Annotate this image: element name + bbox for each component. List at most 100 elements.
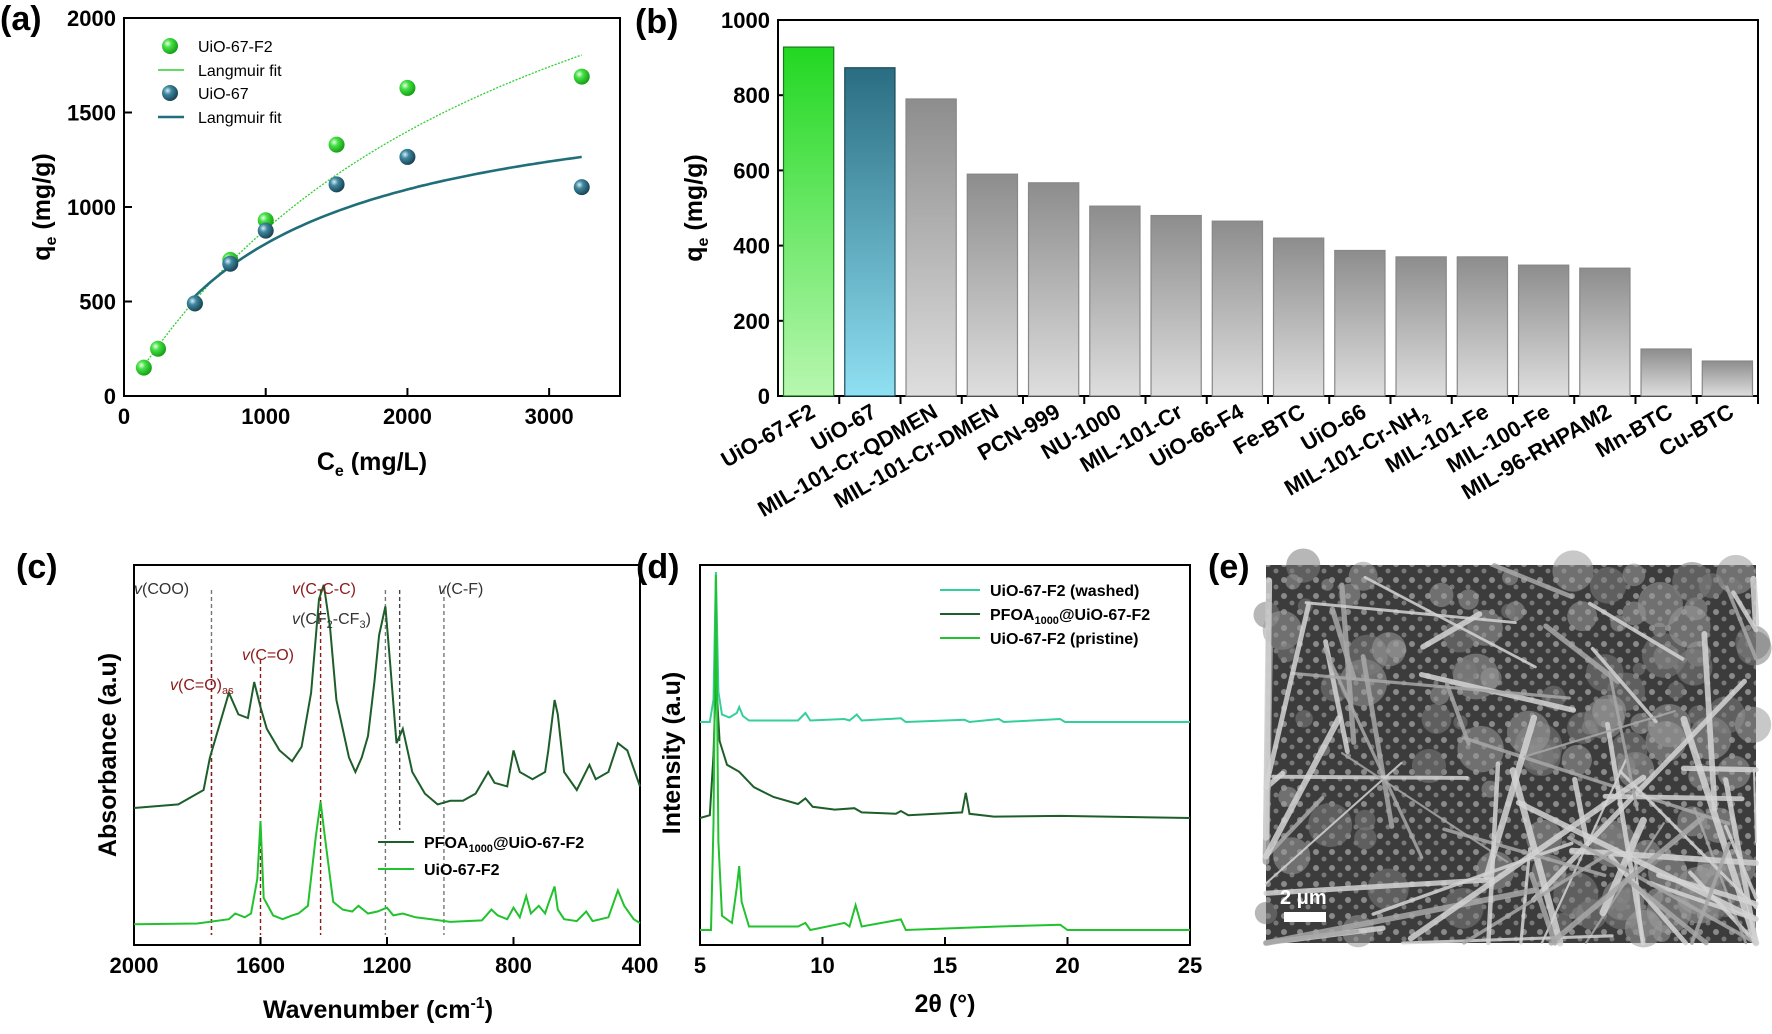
y-tick-label: 1000 [67, 195, 116, 220]
panel-label-a: (a) [0, 0, 42, 38]
sem-particle-cluster [1354, 809, 1376, 831]
sem-nanorod [1646, 880, 1759, 922]
sem-nanorod [1329, 606, 1357, 681]
sem-particle-cluster [1277, 643, 1297, 663]
x-tick-label: UiO-67-F2 [717, 399, 819, 473]
bar-pcn-999 [1027, 182, 1080, 397]
bar-mil-96-rhpam2 [1579, 267, 1631, 397]
sem-particle-cluster [1622, 563, 1646, 587]
point-uio67f2 [328, 136, 345, 153]
x-tick-label: 15 [933, 953, 957, 978]
point-uio67 [573, 179, 590, 196]
bar-mil-101-cr-qdmen [905, 98, 957, 397]
sem-nanorod [1407, 774, 1647, 942]
sem-nanorod [1523, 710, 1676, 758]
sem-nanorod [1690, 841, 1731, 945]
panel-a-xlabel: Ce (mg/L) [317, 448, 427, 480]
panel-d-legend: UiO-67-F2 (washed) PFOA1000@UiO-67-F2 Ui… [940, 583, 1150, 648]
sem-particle-cluster [1457, 725, 1504, 773]
panel-c-xlabel: Wavenumber (cm-1) [263, 995, 493, 1024]
sem-nanorod [1263, 877, 1496, 896]
x-tick-label: 1200 [363, 953, 412, 978]
sem-particle-cluster [1734, 706, 1772, 743]
bar-uio-66 [1334, 249, 1386, 397]
sem-particle-cluster [1254, 901, 1278, 925]
sem-particle-cluster [1630, 713, 1652, 735]
point-uio67 [186, 295, 203, 312]
bar-fe-btc [1272, 237, 1325, 397]
pattern-pfoa [699, 677, 1191, 819]
bar-nu-1000 [1089, 205, 1141, 397]
sem-nanorod [1605, 721, 1646, 946]
sem-nanorod [1515, 799, 1759, 922]
x-tick-label: 25 [1178, 953, 1202, 978]
y-tick-label: 800 [733, 83, 770, 108]
y-tick-label: 2000 [67, 6, 116, 31]
sem-nanorod [1462, 736, 1731, 826]
sem-nanorod [1340, 752, 1509, 863]
bar-uio-67 [844, 67, 896, 397]
annotation-label: v(C-F) [438, 581, 483, 598]
legend-pfoa-d-label: PFOA1000@UiO-67-F2 [990, 607, 1150, 627]
annotation-label: v(COO) [134, 581, 189, 598]
bar-mil-101-cr-dmen [966, 173, 1019, 397]
sem-particle-cluster [1645, 721, 1687, 762]
annotation-label: v(C=O)as [170, 677, 234, 697]
sem-nanorod [1724, 585, 1758, 661]
point-uio67f2 [135, 359, 152, 376]
sem-particle-cluster [1668, 605, 1711, 648]
sem-nanorod [1680, 765, 1759, 773]
sem-nanorods [1253, 548, 1772, 948]
sem-particle-cluster [1295, 710, 1313, 728]
panel-c-ftir-chart: 2000 1600 1200 800 400 v(COO) v(C=O) v(C=O)as v(… [94, 564, 659, 1024]
sem-particle-cluster [1411, 748, 1447, 784]
sem-nanorod [1680, 715, 1760, 947]
sem-particle-cluster [1501, 603, 1516, 619]
sem-nanorod [1602, 793, 1745, 802]
sem-particle-cluster [1371, 632, 1407, 667]
sem-particle-cluster [1348, 561, 1378, 591]
sem-particle-cluster [1632, 662, 1646, 676]
x-tick-label: 800 [495, 953, 532, 978]
sem-nanorod [1491, 563, 1574, 599]
sem-nanorod [1569, 847, 1759, 866]
sem-particle-cluster [1429, 582, 1454, 608]
panel-label-d: (d) [636, 548, 679, 586]
sem-particle-cluster [1552, 550, 1594, 592]
panel-b-bar-chart: 02004006008001000UiO-67-F2UiO-67MIL-101-… [680, 8, 1759, 522]
sem-nanorod [1590, 646, 1658, 724]
legend-uio67-label: UiO-67 [198, 86, 249, 103]
sem-particle-cluster [1610, 731, 1648, 769]
sem-particle-cluster [1624, 909, 1663, 948]
sem-particle-cluster [1567, 601, 1598, 632]
panel-d-ylabel: Intensity (a.u) [658, 672, 686, 835]
x-tick-label: 400 [622, 953, 659, 978]
sem-nanorod [1445, 682, 1471, 746]
x-tick-label: Fe-BTC [1229, 399, 1309, 460]
annotation-label: v(C-C-C) [292, 581, 356, 598]
sem-nanorod [1701, 631, 1718, 812]
sem-nanorod [1263, 796, 1325, 859]
legend-uio67f2-marker [162, 38, 178, 54]
legend-fit-green-label: Langmuir fit [198, 63, 282, 80]
bar-uio-67-f2 [782, 46, 835, 397]
x-tick-label: 5 [694, 953, 706, 978]
sem-nanorod [1486, 761, 1501, 946]
sem-particle-cluster [1652, 622, 1667, 637]
sem-nanorod [1304, 601, 1517, 625]
x-tick-label: 10 [810, 953, 834, 978]
sem-particle-cluster [1716, 554, 1756, 595]
sem-particle-cluster [1367, 868, 1409, 910]
fit-curve-uio67 [194, 155, 582, 298]
sem-particle-cluster [1286, 548, 1321, 583]
sem-particle-cluster [1589, 567, 1627, 604]
bar-mil-101-fe [1456, 256, 1509, 397]
sem-nanorod [1724, 824, 1758, 900]
sem-particle-cluster [1429, 685, 1450, 705]
sem-nanorod [1693, 807, 1748, 945]
bar-uio-66-f4 [1211, 220, 1264, 397]
sem-particle-cluster [1480, 667, 1502, 689]
sem-particle-cluster [1421, 703, 1452, 734]
annotation-label: v(C=O) [242, 647, 294, 664]
